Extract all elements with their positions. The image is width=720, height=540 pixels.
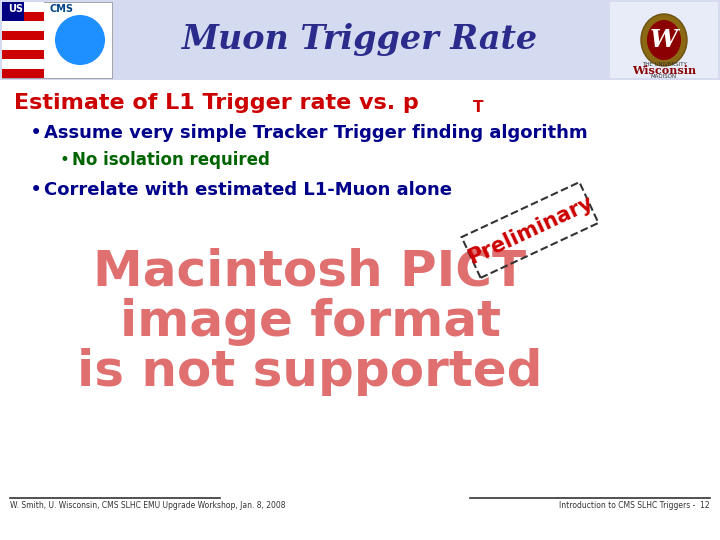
Bar [2,21,44,30]
Text: W: W [650,28,678,52]
Text: •: • [30,180,42,200]
Ellipse shape [647,20,681,60]
Text: Wisconsin: Wisconsin [632,65,696,77]
Text: Estimate of L1 Trigger rate vs. p: Estimate of L1 Trigger rate vs. p [14,93,419,113]
Bar [2,69,44,78]
Text: Introduction to CMS SLHC Triggers -  12: Introduction to CMS SLHC Triggers - 12 [559,502,710,510]
Bar [2,59,44,69]
Text: THE UNIVERSITY: THE UNIVERSITY [642,63,686,68]
Text: Correlate with estimated L1-Muon alone: Correlate with estimated L1-Muon alone [44,181,452,199]
Text: Muon Trigger Rate: Muon Trigger Rate [182,24,538,57]
Bar [2,50,44,59]
Bar [0,0,720,80]
Bar [2,30,44,40]
Text: Preliminary: Preliminary [464,192,595,268]
Text: W. Smith, U. Wisconsin, CMS SLHC EMU Upgrade Workshop, Jan. 8, 2008: W. Smith, U. Wisconsin, CMS SLHC EMU Upg… [10,502,286,510]
Bar [2,2,44,11]
Text: CMS: CMS [50,4,74,14]
Bar [0,80,720,510]
Text: Macintosh PICT: Macintosh PICT [94,248,526,296]
Bar [2,2,24,21]
Text: image format: image format [120,298,500,346]
Text: •: • [30,123,42,143]
Text: US: US [8,4,23,14]
Text: •: • [60,151,70,169]
Ellipse shape [55,15,105,65]
Ellipse shape [641,14,687,66]
Text: T: T [473,100,484,116]
Bar [2,40,44,50]
Text: MADISON: MADISON [651,75,677,79]
Text: Assume very simple Tracker Trigger finding algorithm: Assume very simple Tracker Trigger findi… [44,124,588,142]
Bar [0,0,720,80]
Text: No isolation required: No isolation required [72,151,270,169]
Bar [2,11,44,21]
Bar [2,2,112,78]
Text: is not supported: is not supported [77,348,543,396]
Bar [610,2,718,78]
